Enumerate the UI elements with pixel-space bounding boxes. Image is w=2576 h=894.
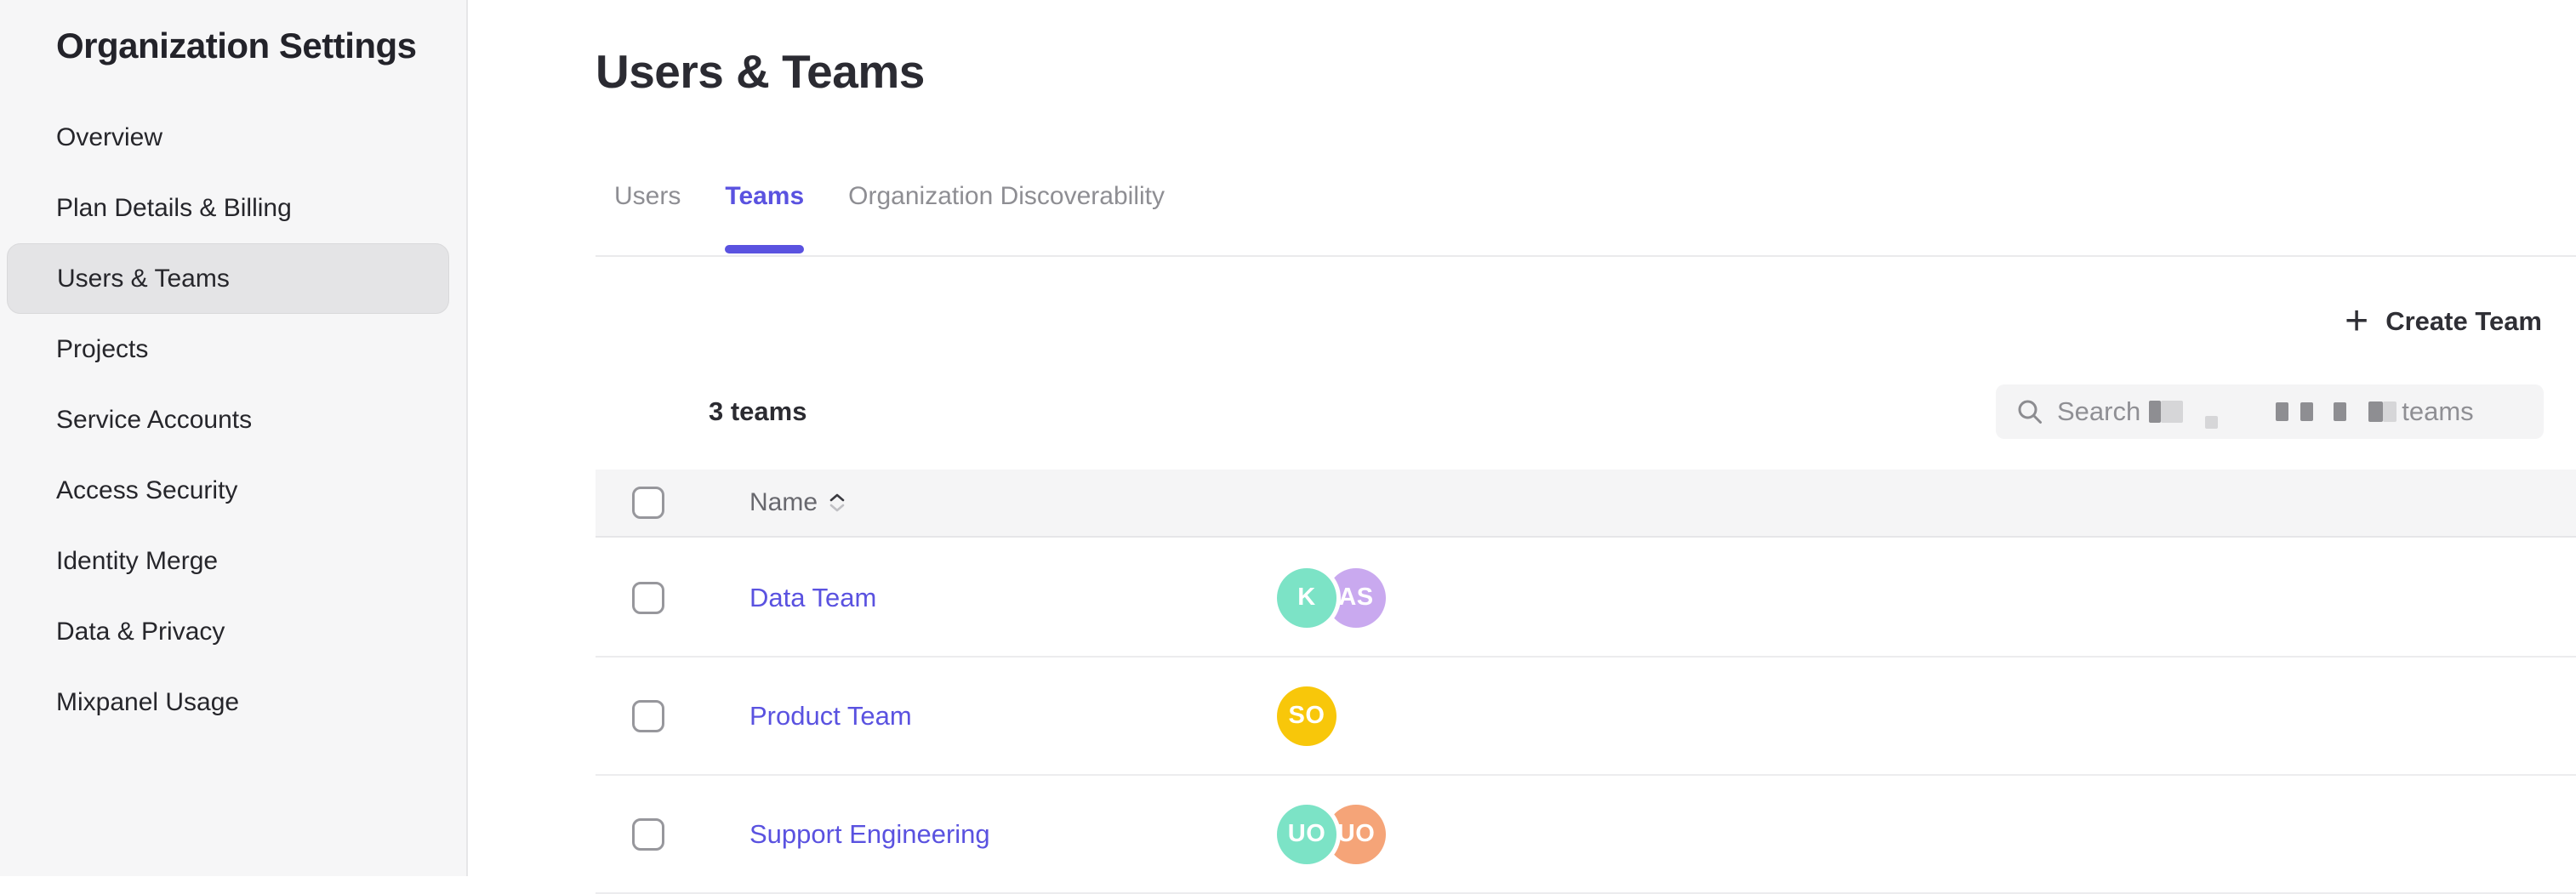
sidebar-item-label: Access Security: [56, 475, 238, 504]
tab-users[interactable]: Users: [614, 182, 681, 210]
sidebar-item-plan-details-billing[interactable]: Plan Details & Billing: [0, 173, 466, 243]
sidebar-item-label: Users & Teams: [57, 264, 230, 293]
create-team-label: Create Team: [2385, 306, 2542, 336]
sidebar-item-access-security[interactable]: Access Security: [0, 455, 466, 526]
row-checkbox[interactable]: [632, 699, 664, 732]
table-row-product-team: Product Team SO: [596, 658, 2576, 776]
table-header-row: Name: [596, 470, 2576, 538]
sidebar-title: Organization Settings: [56, 26, 417, 65]
sidebar-item-service-accounts[interactable]: Service Accounts: [0, 384, 466, 455]
sidebar-item-label: Data & Privacy: [56, 617, 225, 646]
redacted-text-block: [2368, 401, 2384, 422]
name-column-header[interactable]: Name: [749, 488, 845, 517]
redacted-text-block: [2149, 401, 2162, 423]
avatar: UO: [1277, 804, 1336, 864]
tab-bar: Users Teams Organization Discoverability: [614, 182, 1165, 253]
main-content: Users & Teams Users Teams Organization Dis…: [470, 0, 2576, 894]
redacted-text-block: [2300, 402, 2314, 421]
page-title: Users & Teams: [596, 45, 925, 98]
teams-count: 3 teams: [709, 396, 807, 426]
sidebar-item-label: Overview: [56, 122, 163, 151]
redacted-text-block: [2205, 415, 2219, 429]
name-column-label: Name: [749, 488, 818, 516]
member-avatars: SO: [1277, 686, 1336, 746]
tab-teams[interactable]: Teams: [725, 182, 804, 253]
sidebar-item-label: Projects: [56, 334, 149, 363]
sidebar-item-label: Identity Merge: [56, 546, 219, 575]
search-icon: [2018, 400, 2042, 424]
sidebar-item-projects[interactable]: Projects: [0, 314, 466, 384]
redacted-text-block: [2383, 401, 2397, 422]
avatar: SO: [1277, 686, 1336, 746]
select-all-checkbox[interactable]: [632, 487, 664, 519]
team-name-link[interactable]: Support Engineering: [749, 818, 990, 849]
row-checkbox[interactable]: [632, 817, 664, 851]
sort-icon: [829, 493, 845, 512]
create-team-button[interactable]: + Create Team: [2345, 299, 2542, 344]
team-name-link[interactable]: Product Team: [749, 700, 912, 731]
sidebar-item-identity-merge[interactable]: Identity Merge: [0, 526, 466, 596]
sidebar-item-mixpanel-usage[interactable]: Mixpanel Usage: [0, 667, 466, 737]
plus-icon: +: [2345, 299, 2369, 344]
sidebar-item-overview[interactable]: Overview: [0, 102, 466, 173]
avatar: K: [1277, 567, 1336, 628]
member-avatars: UO UO: [1277, 804, 1386, 864]
row-checkbox[interactable]: [632, 581, 664, 614]
team-name-link[interactable]: Data Team: [749, 582, 877, 612]
search-placeholder-suffix: teams: [2402, 396, 2474, 426]
search-teams-input[interactable]: Search teams: [1996, 384, 2544, 439]
table-row-data-team: Data Team K AS: [596, 539, 2576, 658]
settings-sidebar: Organization Settings Overview Plan Detai…: [0, 0, 468, 876]
tab-divider: [596, 255, 2576, 257]
sidebar-item-label: Plan Details & Billing: [56, 193, 292, 222]
table-row-support-engineering: Support Engineering UO UO: [596, 776, 2576, 894]
redacted-placeholder-blocks: [2140, 401, 2397, 429]
sidebar-item-label: Service Accounts: [56, 405, 253, 434]
member-avatars: K AS: [1277, 567, 1386, 628]
sidebar-item-users-teams[interactable]: Users & Teams: [7, 243, 449, 314]
redacted-text-block: [2276, 402, 2289, 421]
search-placeholder-prefix: Search: [2057, 396, 2141, 426]
sidebar-nav: Overview Plan Details & Billing Users & Te…: [0, 102, 466, 737]
teams-table-body: Data Team K AS Product Team SO Support Engine…: [596, 539, 2576, 894]
redacted-text-block: [2334, 402, 2347, 421]
tab-organization-discoverability[interactable]: Organization Discoverability: [848, 182, 1165, 210]
sidebar-item-data-privacy[interactable]: Data & Privacy: [0, 596, 466, 667]
sidebar-item-label: Mixpanel Usage: [56, 687, 240, 716]
redacted-text-block: [2161, 401, 2184, 423]
